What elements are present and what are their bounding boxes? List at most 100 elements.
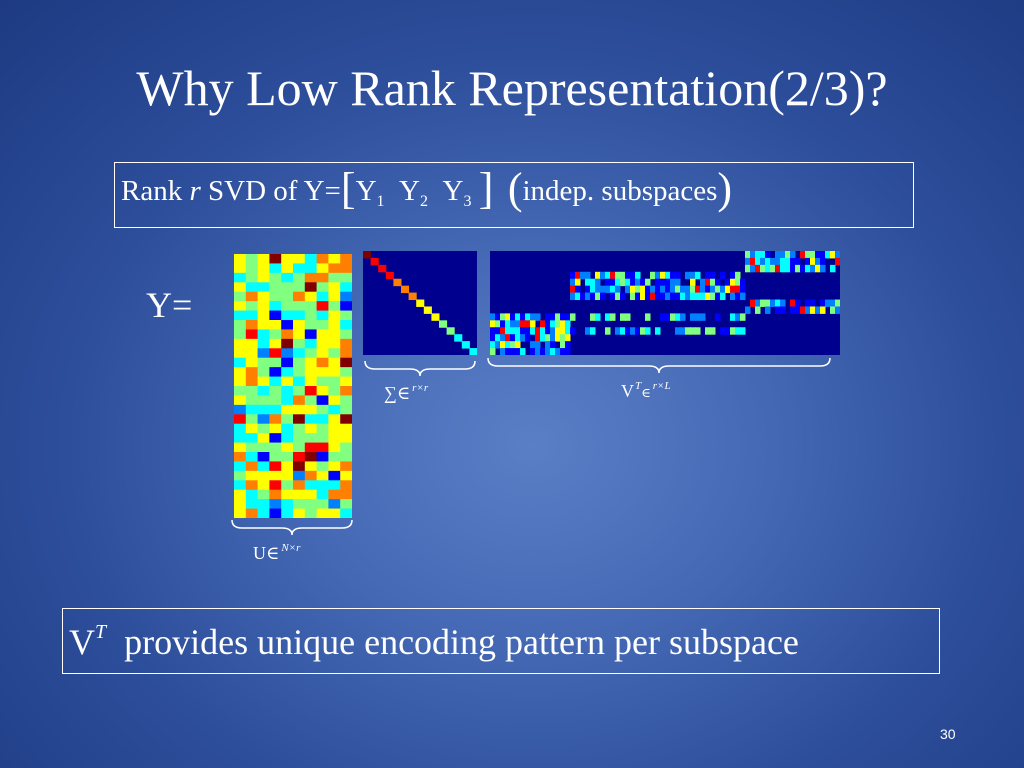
matrix-cell xyxy=(234,329,247,340)
matrix-cell xyxy=(740,278,746,287)
matrix-cell xyxy=(257,423,270,434)
matrix-cell xyxy=(775,257,781,266)
matrix-cell xyxy=(281,452,294,462)
matrix-cell xyxy=(755,299,761,307)
matrix-cell xyxy=(257,329,270,340)
matrix-cell xyxy=(234,489,247,500)
matrix-cell xyxy=(500,313,506,321)
matrix-cell xyxy=(765,306,771,314)
matrix-cell xyxy=(560,334,566,342)
matrix-cell xyxy=(234,480,247,491)
matrix-cell xyxy=(495,320,501,328)
matrix-cell xyxy=(505,320,511,328)
matrix-cell xyxy=(234,414,247,425)
matrix-cell xyxy=(316,254,329,264)
matrix-cell xyxy=(245,329,259,340)
matrix-cell xyxy=(340,329,352,340)
matrix-cell xyxy=(234,310,247,321)
matrix-cell xyxy=(328,310,341,321)
matrix-cell xyxy=(660,313,666,321)
matrix-cell xyxy=(304,263,318,274)
matrix-cell xyxy=(705,327,711,335)
matrix-cell xyxy=(304,470,318,481)
matrix-cell xyxy=(530,313,536,321)
matrix-cell xyxy=(690,285,696,294)
matrix-cell xyxy=(595,271,601,280)
matrix-cell xyxy=(825,251,831,259)
vt-brace xyxy=(487,357,831,374)
matrix-cell xyxy=(605,278,611,287)
matrix-cell xyxy=(510,348,516,355)
matrix-cell xyxy=(340,272,352,283)
matrix-cell xyxy=(269,367,282,378)
matrix-cell xyxy=(610,271,616,280)
matrix-cell xyxy=(245,263,259,274)
matrix-cell xyxy=(281,470,294,481)
matrix-cell xyxy=(655,327,661,335)
matrix-cell xyxy=(340,508,352,518)
matrix-cell xyxy=(755,251,761,259)
matrix-cell xyxy=(595,292,601,301)
matrix-cell xyxy=(660,271,666,280)
matrix-cell xyxy=(510,313,516,321)
matrix-cell xyxy=(545,313,551,321)
matrix-cell xyxy=(650,271,656,280)
matrix-cell xyxy=(340,404,352,415)
matrix-cell xyxy=(690,278,696,287)
matrix-cell xyxy=(281,348,294,359)
matrix-cell xyxy=(600,271,606,280)
matrix-cell xyxy=(720,271,726,280)
matrix-cell xyxy=(234,338,247,349)
matrix-cell xyxy=(461,341,470,349)
matrix-cell xyxy=(304,282,318,293)
matrix-cell xyxy=(328,376,341,387)
matrix-cell xyxy=(750,264,756,273)
matrix-cell xyxy=(750,251,756,259)
matrix-cell xyxy=(685,327,691,335)
matrix-cell xyxy=(505,348,511,355)
matrix-cell xyxy=(328,357,341,368)
matrix-cell xyxy=(257,508,270,518)
matrix-cell xyxy=(670,313,676,321)
matrix-cell xyxy=(257,461,270,472)
matrix-cell xyxy=(423,306,432,314)
matrix-cell xyxy=(725,327,731,335)
matrix-cell xyxy=(515,341,521,349)
matrix-cell xyxy=(640,285,646,294)
matrix-cell xyxy=(500,327,506,335)
matrix-cell xyxy=(835,306,840,314)
matrix-cell xyxy=(815,257,821,266)
matrix-cell xyxy=(665,285,671,294)
matrix-cell xyxy=(245,442,259,453)
matrix-cell xyxy=(340,310,352,321)
matrix-cell xyxy=(500,348,506,355)
matrix-cell xyxy=(245,461,259,472)
matrix-cell xyxy=(805,251,811,259)
matrix-cell xyxy=(340,301,352,312)
matrix-cell xyxy=(293,254,306,264)
matrix-cell xyxy=(725,278,731,287)
matrix-cell xyxy=(281,254,294,264)
matrix-cell xyxy=(590,313,596,321)
matrix-cell xyxy=(293,499,306,510)
matrix-cell xyxy=(269,376,282,387)
matrix-cell xyxy=(690,271,696,280)
matrix-cell xyxy=(690,313,696,321)
matrix-cell xyxy=(293,263,306,274)
matrix-cell xyxy=(328,404,341,415)
matrix-cell xyxy=(257,310,270,321)
matrix-cell xyxy=(281,338,294,349)
matrix-cell xyxy=(257,499,270,510)
matrix-cell xyxy=(520,320,526,328)
matrix-cell xyxy=(745,251,751,259)
slide-title: Why Low Rank Representation(2/3)? xyxy=(136,60,888,116)
matrix-cell xyxy=(257,480,270,491)
y2: Y xyxy=(399,175,420,207)
matrix-cell xyxy=(570,285,576,294)
matrix-cell xyxy=(490,320,496,328)
matrix-cell xyxy=(615,292,621,301)
u-label-base: U∈ xyxy=(253,543,280,563)
matrix-cell xyxy=(555,348,561,355)
matrix-cell xyxy=(520,327,526,335)
matrix-cell xyxy=(505,334,511,342)
